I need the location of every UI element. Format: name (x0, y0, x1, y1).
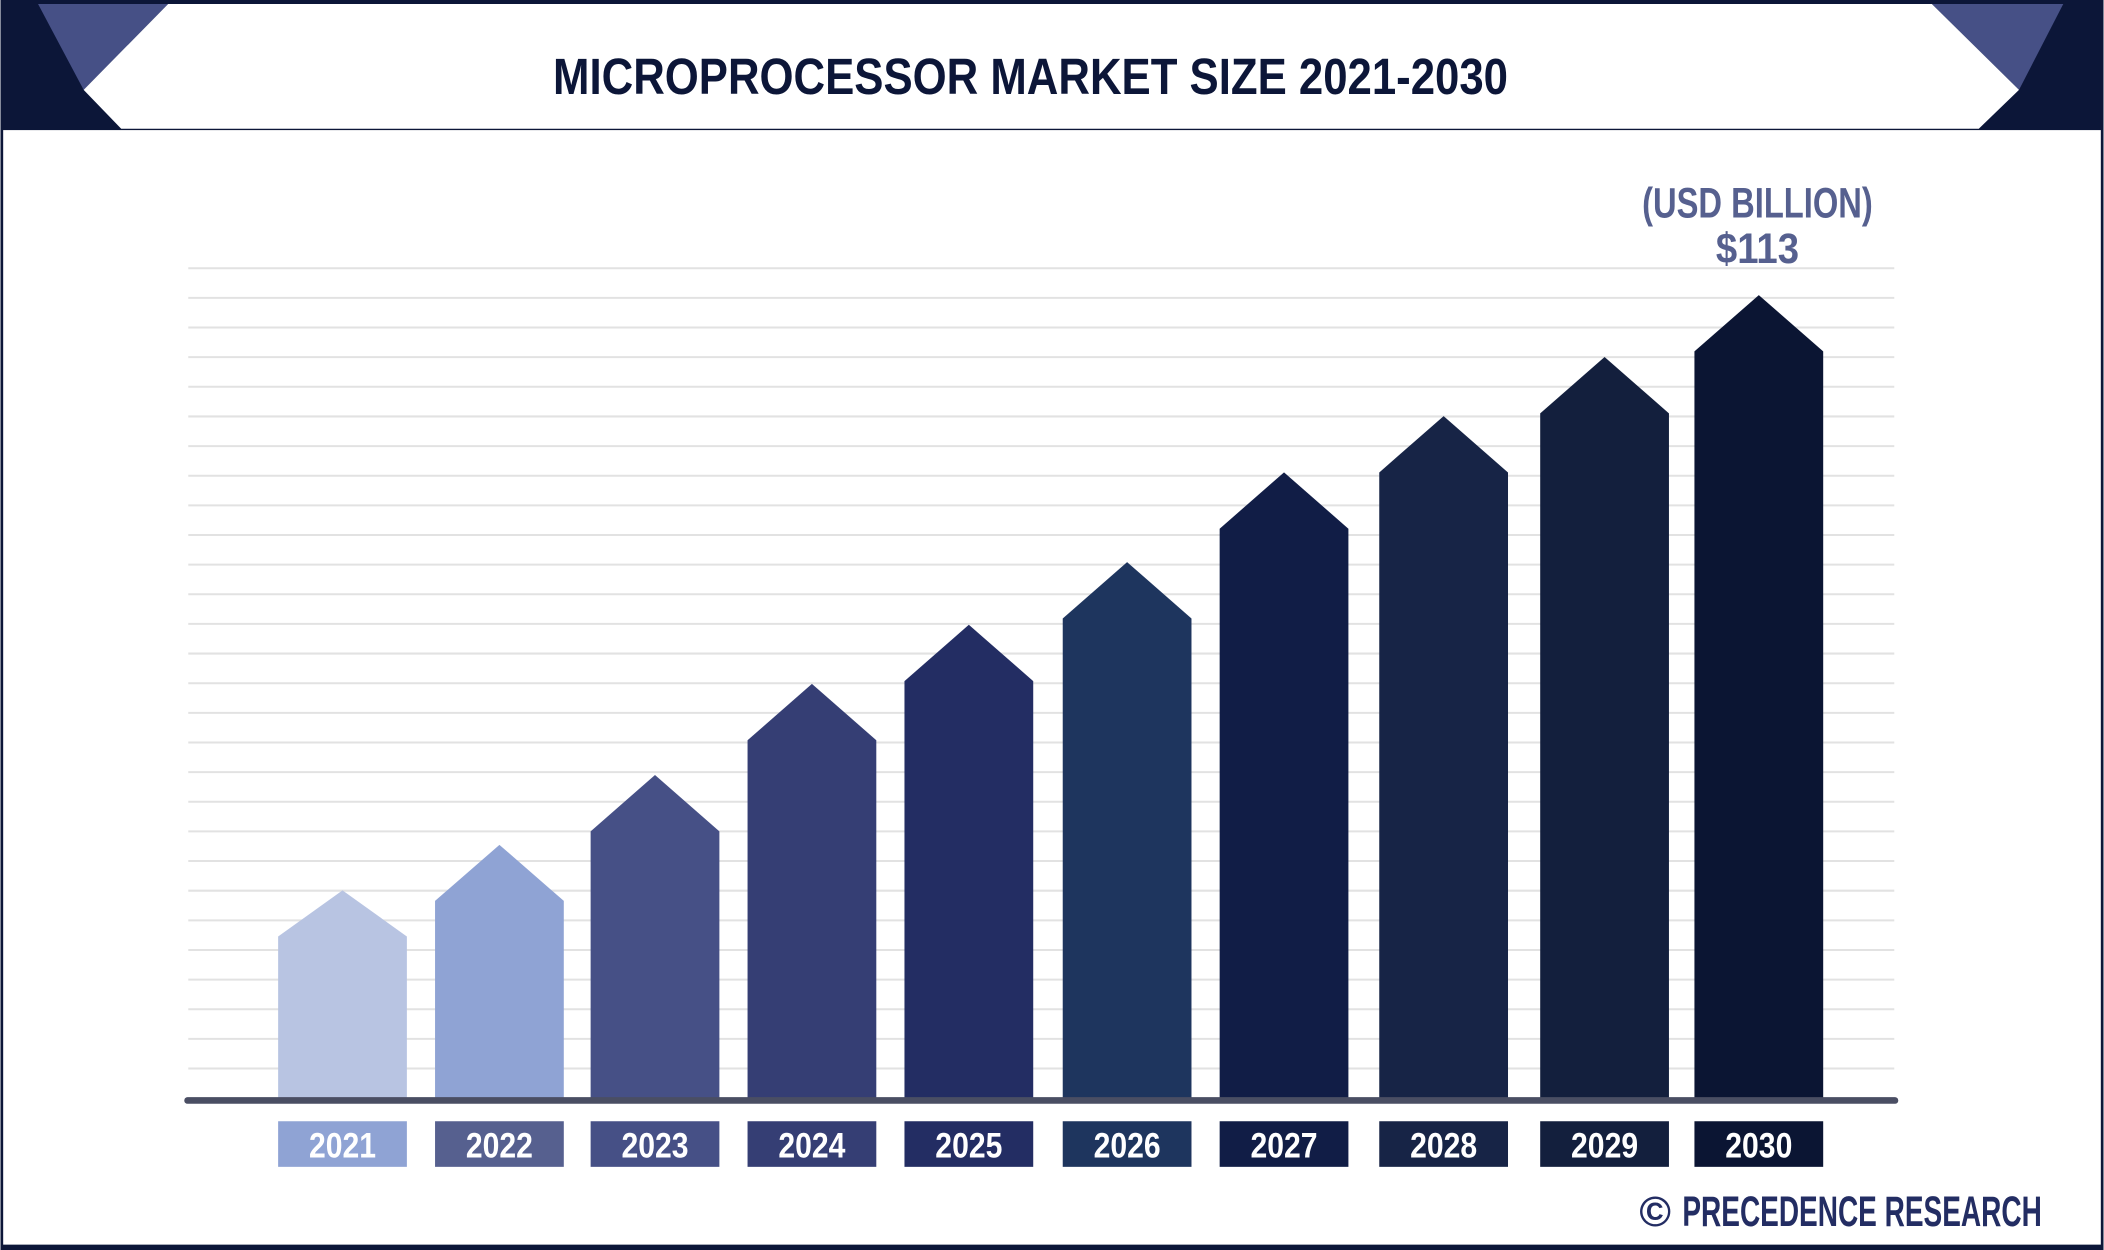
bar-2029 (1540, 357, 1669, 1100)
category-label: 2030 (1725, 1126, 1792, 1165)
header-banner (83, 4, 2020, 129)
bar-2030 (1694, 295, 1824, 1100)
bar-2026 (1062, 562, 1192, 1100)
bar-2027 (1219, 472, 1349, 1100)
copyright-icon: © (1639, 1188, 1671, 1236)
category-label-box-2023 (590, 1121, 720, 1167)
category-label: 2025 (935, 1126, 1002, 1165)
left-corner-accent (38, 4, 169, 90)
bar-2028 (1379, 416, 1509, 1100)
bar-2025 (904, 624, 1034, 1100)
category-label-box-2026 (1062, 1121, 1192, 1167)
x-axis-line (184, 1097, 1899, 1104)
bar-2022 (435, 844, 564, 1100)
category-label-box-2025 (904, 1121, 1034, 1167)
chart-title: MICROPROCESSOR MARKET SIZE 2021-2030 (553, 48, 1508, 105)
brand-name: PRECEDENCE RESEARCH (1682, 1188, 2041, 1236)
category-label: 2023 (621, 1126, 688, 1165)
category-label: 2029 (1571, 1126, 1638, 1165)
category-label: 2022 (466, 1126, 533, 1165)
data-label-2030: $113 (1716, 225, 1799, 273)
bar-2021 (278, 890, 407, 1100)
category-label: 2028 (1410, 1126, 1477, 1165)
category-label-box-2028 (1379, 1121, 1509, 1167)
category-label: 2027 (1250, 1126, 1317, 1165)
category-label: 2024 (778, 1126, 846, 1165)
category-labels: 2021 2022 2023 2024 2025 2026 2027 2028 2029 2030 (278, 1121, 1824, 1167)
category-label-box-2027 (1219, 1121, 1349, 1167)
category-label-box-2022 (435, 1121, 564, 1167)
bar-2023 (590, 775, 720, 1100)
category-label-box-2021 (278, 1121, 407, 1167)
category-label-box-2024 (747, 1121, 877, 1167)
unit-label: (USD BILLION) (1642, 179, 1873, 227)
category-label: 2026 (1094, 1126, 1161, 1165)
bar-2024 (747, 683, 877, 1100)
category-label-box-2029 (1540, 1121, 1669, 1167)
category-label: 2021 (309, 1126, 376, 1165)
right-corner-accent (1931, 4, 2064, 90)
bars (278, 295, 1824, 1100)
category-label-box-2030 (1694, 1121, 1824, 1167)
